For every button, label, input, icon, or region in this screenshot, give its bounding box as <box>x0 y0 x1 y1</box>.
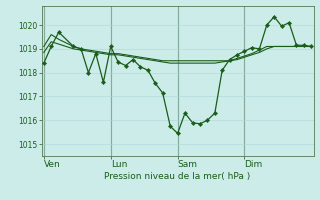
X-axis label: Pression niveau de la mer( hPa ): Pression niveau de la mer( hPa ) <box>104 172 251 181</box>
